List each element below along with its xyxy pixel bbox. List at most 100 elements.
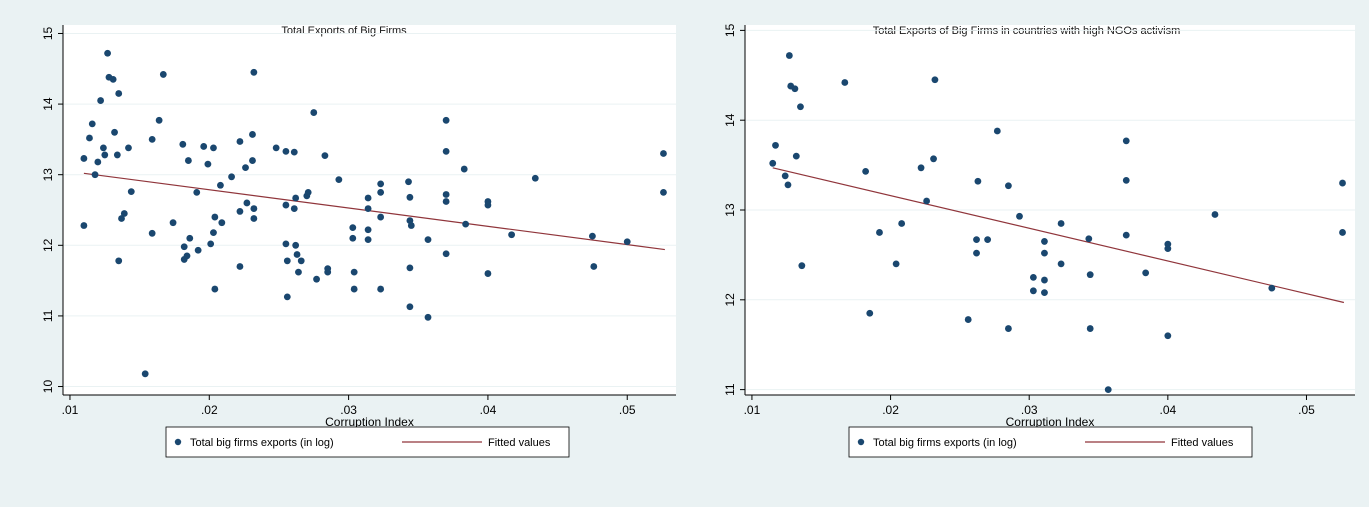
- data-point: [97, 97, 105, 104]
- data-point: [250, 205, 258, 212]
- legend-label-line: Fitted values: [488, 437, 551, 449]
- data-point: [159, 71, 167, 78]
- data-point: [406, 264, 414, 272]
- data-point: [210, 144, 217, 152]
- data-point: [86, 134, 93, 142]
- fitted-line-series: [83, 172, 665, 251]
- data-point: [80, 222, 88, 229]
- data-point: [115, 257, 123, 265]
- y-tick-label: 14: [723, 113, 737, 127]
- data-point: [1104, 386, 1112, 394]
- chart-2: Total Exports of Big Firms in countries …: [692, 14, 1361, 480]
- data-point: [1057, 260, 1065, 268]
- x-tick-label: .05: [619, 403, 636, 417]
- y-tick-label: 13: [41, 168, 55, 182]
- data-point: [405, 178, 412, 186]
- data-point: [169, 219, 177, 227]
- legend-marker-scatter: [174, 438, 182, 446]
- data-point: [200, 143, 208, 150]
- data-point: [250, 215, 258, 222]
- data-point: [1041, 276, 1048, 284]
- y-tick-label: 10: [41, 380, 55, 394]
- data-point: [660, 188, 667, 196]
- data-point: [104, 49, 111, 57]
- data-point: [841, 79, 849, 86]
- data-point: [1122, 137, 1130, 145]
- data-point: [407, 222, 415, 229]
- scatter-series: [769, 52, 1346, 394]
- data-point: [1164, 245, 1172, 253]
- data-point: [1041, 289, 1048, 297]
- legend-label-line: Fitted values: [1171, 437, 1234, 449]
- data-point: [442, 198, 450, 205]
- data-point: [211, 213, 219, 221]
- data-point: [236, 208, 244, 215]
- data-point: [283, 293, 291, 301]
- x-tick-label: .02: [201, 403, 218, 417]
- data-point: [364, 205, 372, 212]
- data-point: [1164, 332, 1172, 340]
- y-tick-label: 12: [41, 238, 55, 252]
- x-tick-label: .03: [340, 403, 357, 417]
- data-point: [769, 159, 777, 167]
- data-point: [484, 270, 492, 277]
- data-point: [973, 236, 980, 244]
- data-point: [249, 157, 256, 164]
- data-point: [125, 144, 132, 152]
- data-point: [217, 181, 224, 189]
- x-tick-label: .01: [744, 403, 761, 417]
- data-point: [1142, 269, 1150, 277]
- data-point: [236, 138, 244, 145]
- data-point: [364, 194, 372, 202]
- data-point: [228, 173, 235, 181]
- data-point: [797, 103, 804, 111]
- data-point: [297, 257, 305, 265]
- data-point: [250, 68, 258, 76]
- data-point: [1339, 229, 1346, 236]
- data-point: [155, 116, 163, 124]
- data-point: [1005, 182, 1012, 190]
- legend: Total big firms exports (in log) Fitted v…: [165, 426, 570, 458]
- data-point: [290, 205, 298, 212]
- data-point: [179, 140, 187, 148]
- data-point: [141, 370, 149, 378]
- chart-1: Total Exports of Big Firms 10 11 12 13 14 15 .0…: [8, 14, 680, 480]
- data-point: [88, 120, 96, 128]
- data-point: [295, 268, 302, 276]
- data-point: [1211, 211, 1219, 218]
- data-point: [781, 172, 789, 180]
- data-point: [964, 316, 972, 323]
- data-point: [113, 151, 121, 159]
- data-point: [798, 262, 806, 270]
- legend-box: [848, 426, 1253, 458]
- data-point: [442, 116, 450, 124]
- data-point: [282, 201, 290, 209]
- data-point: [293, 251, 301, 258]
- data-point: [1041, 238, 1048, 245]
- data-point: [321, 152, 329, 160]
- data-point: [304, 188, 312, 196]
- legend-box: [165, 426, 570, 458]
- data-point: [1057, 220, 1065, 227]
- x-tick-label: .04: [1159, 403, 1176, 417]
- data-point: [923, 197, 931, 205]
- data-point: [931, 76, 939, 84]
- data-point: [917, 164, 925, 172]
- data-point: [115, 90, 123, 97]
- data-point: [406, 193, 414, 201]
- data-point: [484, 201, 492, 209]
- data-point: [406, 303, 414, 311]
- x-tick-label: .04: [480, 403, 497, 417]
- data-point: [193, 188, 201, 196]
- data-point: [292, 241, 300, 249]
- data-point: [148, 135, 156, 143]
- data-point: [785, 52, 793, 59]
- data-point: [127, 188, 135, 196]
- data-point: [282, 240, 290, 248]
- data-point: [184, 157, 192, 164]
- x-axis-title: Corruption Index: [1006, 415, 1095, 429]
- data-point: [377, 188, 385, 196]
- data-point: [349, 224, 357, 232]
- data-point: [335, 176, 343, 184]
